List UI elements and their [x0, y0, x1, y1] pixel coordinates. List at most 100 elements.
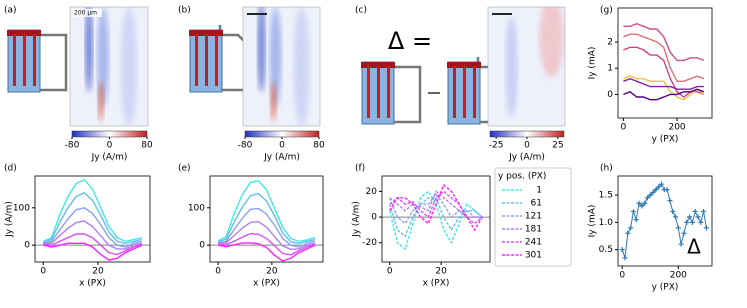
axes-frame	[617, 7, 713, 119]
strip	[453, 66, 456, 118]
y-tick-label: 0.5	[599, 245, 613, 255]
strip	[367, 66, 370, 118]
strip	[215, 34, 218, 86]
series-line	[623, 46, 705, 98]
map-frame	[487, 6, 566, 127]
marker	[695, 214, 701, 220]
streak	[121, 7, 137, 126]
x-tick-label: 0	[387, 267, 393, 277]
colorbar-tick-label: -25	[489, 141, 504, 151]
axes-frame	[617, 175, 713, 267]
marker	[678, 241, 684, 247]
y-tick-label: 2	[607, 38, 613, 48]
marker	[644, 195, 650, 201]
series-line	[42, 191, 142, 245]
x-tick-label: 200	[670, 271, 687, 281]
legend-label: 1	[536, 186, 542, 196]
colorbar	[489, 130, 565, 138]
marker	[647, 192, 653, 198]
strip	[463, 66, 466, 118]
panel-label: (d)	[4, 164, 17, 174]
series-line	[217, 242, 316, 262]
y-axis-label: Iy (mA)	[588, 205, 598, 238]
marker	[667, 198, 673, 204]
colorbar	[71, 130, 148, 138]
marker	[656, 184, 662, 190]
colorbar-tick-label: 80	[313, 141, 325, 151]
marker	[636, 200, 642, 206]
y-tick-label: 1	[607, 64, 613, 74]
streak	[539, 7, 564, 77]
colorbar-tick-label: 25	[552, 141, 563, 151]
streak	[505, 17, 518, 117]
contact	[361, 62, 395, 68]
marker	[639, 203, 645, 209]
panel-label: (b)	[178, 6, 191, 16]
strip	[473, 66, 476, 118]
streak	[293, 7, 310, 126]
panel-label: (h)	[600, 164, 613, 174]
y-axis-label: Iy (mA)	[588, 47, 598, 80]
series-line	[389, 190, 483, 218]
colorbar-tick-label: 0	[107, 141, 113, 151]
series-line	[623, 77, 704, 90]
legend-label: 121	[525, 212, 542, 222]
scalebar	[247, 13, 267, 15]
y-tick-label: -20	[362, 238, 377, 248]
streak	[270, 81, 277, 121]
y-tick-label: 0	[24, 241, 30, 251]
marker	[687, 214, 693, 220]
marker	[633, 217, 639, 223]
y-tick-label: 1.0	[599, 218, 614, 228]
current-map	[488, 7, 565, 126]
marker	[650, 189, 656, 195]
panel-label: (c)	[355, 6, 367, 16]
streak	[269, 7, 282, 107]
y-axis-label: Jy (A/m)	[5, 201, 15, 238]
marker	[692, 208, 698, 214]
y-axis-label: Jy (A/m)	[352, 201, 362, 238]
colorbar-label: Jy (A/m)	[91, 153, 128, 163]
y-tick-label: 20	[366, 187, 378, 197]
series-line	[43, 242, 143, 261]
legend-label: 181	[525, 225, 542, 235]
y-tick-label: 0	[371, 213, 377, 223]
title: Δ =	[388, 27, 432, 55]
marker	[689, 219, 695, 225]
legend-label: 61	[531, 199, 542, 209]
x-axis-label: y (PX)	[652, 135, 679, 145]
streak	[85, 7, 93, 92]
panel-label: (f)	[355, 164, 365, 174]
y-tick-label: 100	[188, 203, 205, 213]
scalebar-bg	[72, 9, 102, 17]
series-line	[389, 183, 483, 232]
strip	[13, 34, 16, 86]
contact	[447, 62, 481, 68]
marker	[698, 219, 704, 225]
marker	[653, 187, 659, 193]
x-axis-label: x (PX)	[253, 279, 280, 289]
x-tick-label: 0	[621, 123, 627, 133]
colorbar-tick-label: -80	[238, 141, 253, 151]
legend-label: 241	[525, 238, 542, 248]
marker	[670, 208, 676, 214]
series-line	[623, 75, 705, 101]
y-tick-label: 0	[199, 241, 205, 251]
series-line	[217, 192, 316, 245]
x-axis-label: x (PX)	[423, 279, 450, 289]
marker	[701, 208, 707, 214]
series-line	[389, 192, 483, 225]
series-line	[42, 178, 142, 243]
contact	[189, 30, 223, 36]
colorbar-tick-label: -80	[65, 141, 80, 151]
streak	[98, 81, 104, 121]
marker	[628, 225, 634, 231]
scalebar-label: 200 µm	[74, 10, 97, 17]
series-line	[218, 220, 316, 251]
marker	[664, 187, 670, 193]
marker	[684, 219, 690, 225]
y-tick-label: 1.5	[599, 191, 613, 201]
x-tick-label: 20	[92, 267, 104, 277]
marker	[673, 214, 679, 220]
